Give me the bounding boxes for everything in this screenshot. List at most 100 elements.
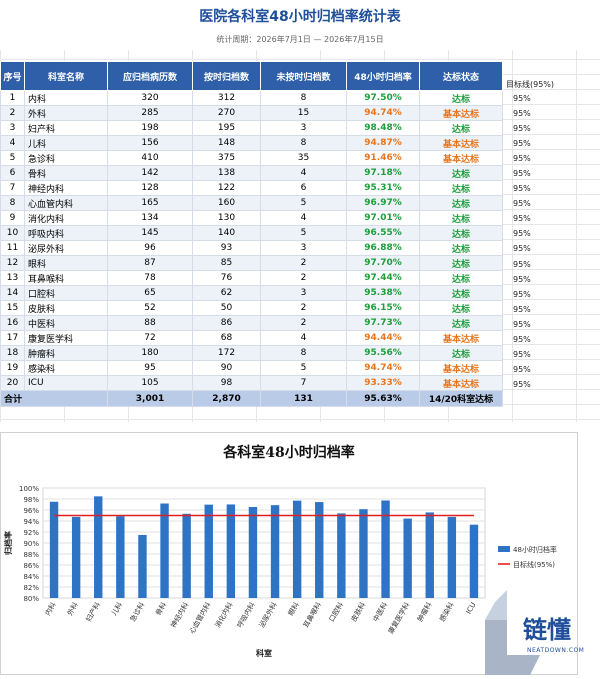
- bar: [71, 516, 81, 598]
- rate-overall: 95.63%: [346, 390, 420, 407]
- row-number: 16: [0, 315, 25, 331]
- dept-name: 神经内科: [24, 180, 108, 196]
- status-badge: 达标: [419, 315, 503, 331]
- chart-title: 各科室48小时归档率: [222, 444, 354, 461]
- bar: [425, 512, 434, 598]
- late-count: 35: [260, 150, 347, 166]
- late-count: 8: [260, 90, 347, 106]
- x-tick-label: 妇产科: [84, 601, 102, 624]
- bar: [403, 518, 412, 598]
- late-count: 3: [260, 120, 347, 136]
- target-value: 95%: [513, 109, 531, 119]
- target-value: 95%: [513, 364, 531, 374]
- rate-value: 97.01%: [346, 210, 420, 226]
- bar: [248, 506, 258, 598]
- header-cell: 应归档病历数: [107, 61, 193, 91]
- total-count: 142: [107, 165, 193, 181]
- ontime-count: 68: [192, 330, 261, 346]
- late-count: 3: [260, 240, 347, 256]
- row-number: 13: [0, 270, 25, 286]
- target-value: 95%: [513, 124, 531, 134]
- dept-name: 眼科: [24, 255, 108, 271]
- x-tick-label: 外科: [65, 601, 80, 618]
- total-label: 合计: [0, 390, 108, 407]
- chart-container[interactable]: 各科室48小时归档率 80% 82% 84% 86% 88% 90% 92% 94% 96% 98%…: [0, 432, 578, 675]
- x-axis-label: 科室: [256, 648, 272, 658]
- row-number: 14: [0, 285, 25, 301]
- row-number: 5: [0, 150, 25, 166]
- x-tick-label: 口腔科: [327, 601, 345, 624]
- total-count: 156: [107, 135, 193, 151]
- status-badge: 基本达标: [419, 330, 503, 346]
- late-count: 2: [260, 270, 347, 286]
- rate-value: 94.74%: [346, 360, 420, 376]
- status-badge: 基本达标: [419, 135, 503, 151]
- dept-name: 内科: [24, 90, 108, 106]
- dept-name: 感染科: [24, 360, 108, 376]
- table-row: 20 ICU 105 98 7 93.33% 基本达标: [0, 375, 503, 391]
- ontime-count: 122: [192, 180, 261, 196]
- table-row: 18 肿瘤科 180 172 8 95.56% 达标: [0, 345, 503, 361]
- target-value: 95%: [513, 259, 531, 269]
- ontime-count: 62: [192, 285, 261, 301]
- table-row: 13 耳鼻喉科 78 76 2 97.44% 达标: [0, 270, 503, 286]
- row-number: 20: [0, 375, 25, 391]
- rate-value: 95.56%: [346, 345, 420, 361]
- table-row: 8 心血管内科 165 160 5 96.97% 达标: [0, 195, 503, 211]
- target-value: 95%: [513, 334, 531, 344]
- ontime-count: 130: [192, 210, 261, 226]
- dept-name: 耳鼻喉科: [24, 270, 108, 286]
- total-count: 145: [107, 225, 193, 241]
- bar: [204, 504, 213, 598]
- total-count: 285: [107, 105, 193, 121]
- y-tick-label: 100%: [19, 485, 39, 493]
- x-tick-label: 消化内科: [213, 601, 235, 630]
- bar: [270, 505, 280, 598]
- status-badge: 达标: [419, 165, 503, 181]
- row-number: 12: [0, 255, 25, 271]
- status-summary: 14/20科室达标: [419, 390, 503, 407]
- total-count: 180: [107, 345, 193, 361]
- table-row: 12 眼科 87 85 2 97.70% 达标: [0, 255, 503, 271]
- watermark-logo: 链懂 NEATDOWN.COM: [485, 590, 600, 675]
- table-row: 9 消化内科 134 130 4 97.01% 达标: [0, 210, 503, 226]
- ontime-count: 375: [192, 150, 261, 166]
- ontime-count: 172: [192, 345, 261, 361]
- target-column: 95% 95% 95% 95% 95% 95% 95% 95% 95% 95% 95% 95% 95% 9…: [513, 91, 553, 392]
- ontime-count: 140: [192, 225, 261, 241]
- row-number: 18: [0, 345, 25, 361]
- late-count: 2: [260, 315, 347, 331]
- target-value: 95%: [513, 304, 531, 314]
- late-count: 3: [260, 285, 347, 301]
- row-number: 15: [0, 300, 25, 316]
- late-count: 6: [260, 180, 347, 196]
- table-row: 3 妇产科 198 195 3 98.48% 达标: [0, 120, 503, 136]
- total-count: 410: [107, 150, 193, 166]
- ontime-count: 98: [192, 375, 261, 391]
- target-value: 95%: [513, 349, 531, 359]
- y-axis-label: 归档率: [3, 531, 13, 555]
- y-tick-label: 80%: [23, 595, 39, 603]
- status-badge: 达标: [419, 300, 503, 316]
- row-number: 3: [0, 120, 25, 136]
- row-number: 17: [0, 330, 25, 346]
- header-cell: 科室名称: [24, 61, 108, 91]
- rate-value: 96.88%: [346, 240, 420, 256]
- header-cell: 达标状态: [419, 61, 503, 91]
- row-number: 4: [0, 135, 25, 151]
- x-tick-label: 呼吸内科: [235, 601, 257, 630]
- target-value: 95%: [513, 379, 531, 389]
- late-count: 4: [260, 330, 347, 346]
- row-number: 8: [0, 195, 25, 211]
- bar: [359, 509, 368, 598]
- table-row: 19 感染科 95 90 5 94.74% 基本达标: [0, 360, 503, 376]
- target-value: 95%: [513, 199, 531, 209]
- ontime-count: 76: [192, 270, 261, 286]
- table-row: 10 呼吸内科 145 140 5 96.55% 达标: [0, 225, 503, 241]
- status-badge: 达标: [419, 195, 503, 211]
- x-tick-label: 泌尿外科: [257, 601, 279, 630]
- late-count: 8: [260, 135, 347, 151]
- total-sum: 3,001: [107, 390, 193, 407]
- dept-name: ICU: [24, 375, 108, 391]
- ontime-count: 160: [192, 195, 261, 211]
